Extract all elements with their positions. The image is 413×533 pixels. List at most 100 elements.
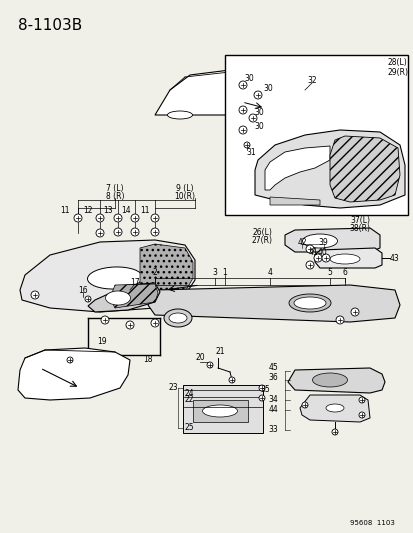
Polygon shape	[88, 283, 159, 312]
Text: 35: 35	[260, 385, 269, 394]
Circle shape	[228, 377, 235, 383]
Text: 30: 30	[254, 108, 263, 117]
Text: 36: 36	[268, 374, 277, 383]
Circle shape	[350, 308, 358, 316]
Circle shape	[305, 245, 313, 253]
Text: 19: 19	[97, 337, 107, 346]
Text: 9 (L): 9 (L)	[176, 183, 193, 192]
Circle shape	[101, 316, 109, 324]
Text: 38(R): 38(R)	[349, 223, 370, 232]
Text: 29(R): 29(R)	[387, 68, 408, 77]
Circle shape	[131, 214, 139, 222]
Polygon shape	[147, 285, 399, 322]
Circle shape	[126, 321, 134, 329]
Circle shape	[31, 291, 39, 299]
Circle shape	[313, 254, 321, 262]
Text: 27(R): 27(R)	[251, 236, 272, 245]
Text: 25: 25	[185, 424, 194, 432]
Circle shape	[254, 91, 261, 99]
Bar	[183, 385, 262, 433]
Text: 39: 39	[317, 238, 327, 246]
Text: 28(L): 28(L)	[387, 58, 407, 67]
Text: 2: 2	[152, 268, 157, 277]
Text: 11: 11	[60, 206, 69, 214]
Circle shape	[131, 228, 139, 236]
Text: 34: 34	[268, 395, 277, 405]
Ellipse shape	[87, 267, 142, 289]
Text: 12: 12	[83, 206, 93, 214]
Polygon shape	[264, 146, 329, 190]
Text: 21: 21	[215, 348, 224, 357]
Ellipse shape	[202, 405, 237, 417]
Circle shape	[114, 228, 122, 236]
Text: 18: 18	[143, 356, 152, 365]
Text: 26(L): 26(L)	[252, 228, 271, 237]
Polygon shape	[254, 130, 404, 208]
Ellipse shape	[105, 291, 130, 305]
Ellipse shape	[329, 254, 359, 264]
Text: 22: 22	[185, 395, 194, 405]
Text: 6: 6	[342, 268, 347, 277]
Text: 45: 45	[268, 364, 277, 373]
Polygon shape	[329, 136, 399, 202]
Circle shape	[321, 254, 329, 262]
Circle shape	[151, 319, 159, 327]
Bar	[224, 55, 407, 215]
Polygon shape	[299, 395, 369, 422]
Polygon shape	[284, 228, 379, 252]
Text: 10(R): 10(R)	[174, 191, 195, 200]
Text: 16: 16	[78, 286, 88, 295]
Text: 3: 3	[212, 268, 217, 277]
Text: 30: 30	[244, 74, 253, 83]
Text: 11: 11	[140, 206, 150, 214]
Circle shape	[114, 214, 122, 222]
Circle shape	[301, 402, 307, 408]
Circle shape	[238, 106, 247, 114]
Text: 7 (L): 7 (L)	[106, 183, 123, 192]
Polygon shape	[140, 244, 192, 302]
Circle shape	[331, 429, 337, 435]
Text: 8-1103B: 8-1103B	[18, 18, 82, 33]
Ellipse shape	[312, 373, 347, 387]
Polygon shape	[269, 197, 319, 205]
Circle shape	[259, 395, 264, 401]
Ellipse shape	[242, 111, 267, 119]
Polygon shape	[314, 248, 381, 268]
Text: 95608  1103: 95608 1103	[349, 520, 394, 526]
Text: 32: 32	[306, 76, 316, 85]
Ellipse shape	[325, 404, 343, 412]
Ellipse shape	[164, 309, 192, 327]
Circle shape	[248, 114, 256, 122]
Text: 30: 30	[263, 84, 272, 93]
Circle shape	[358, 397, 364, 403]
Text: 42: 42	[297, 238, 306, 246]
Circle shape	[96, 229, 104, 237]
Text: 33: 33	[268, 425, 277, 434]
Circle shape	[85, 296, 91, 302]
Text: 1: 1	[222, 268, 227, 277]
Text: 43: 43	[389, 254, 399, 262]
Circle shape	[96, 214, 104, 222]
Text: 31: 31	[246, 148, 255, 157]
Ellipse shape	[169, 313, 187, 323]
Text: 37(L): 37(L)	[349, 215, 369, 224]
Circle shape	[358, 412, 364, 418]
Text: 17: 17	[130, 278, 140, 287]
Text: 5: 5	[327, 268, 332, 277]
Circle shape	[238, 126, 247, 134]
Ellipse shape	[167, 111, 192, 119]
Circle shape	[259, 385, 264, 391]
Polygon shape	[18, 348, 130, 400]
Polygon shape	[110, 284, 158, 308]
Circle shape	[151, 228, 159, 236]
Circle shape	[74, 214, 82, 222]
Circle shape	[67, 357, 73, 363]
Circle shape	[335, 316, 343, 324]
Text: 14: 14	[121, 206, 131, 214]
Text: 20: 20	[195, 353, 204, 362]
Bar	[192, 400, 247, 422]
Text: 13: 13	[103, 206, 112, 214]
Text: 41: 41	[307, 247, 317, 256]
Ellipse shape	[288, 294, 330, 312]
Text: 44: 44	[268, 406, 277, 415]
